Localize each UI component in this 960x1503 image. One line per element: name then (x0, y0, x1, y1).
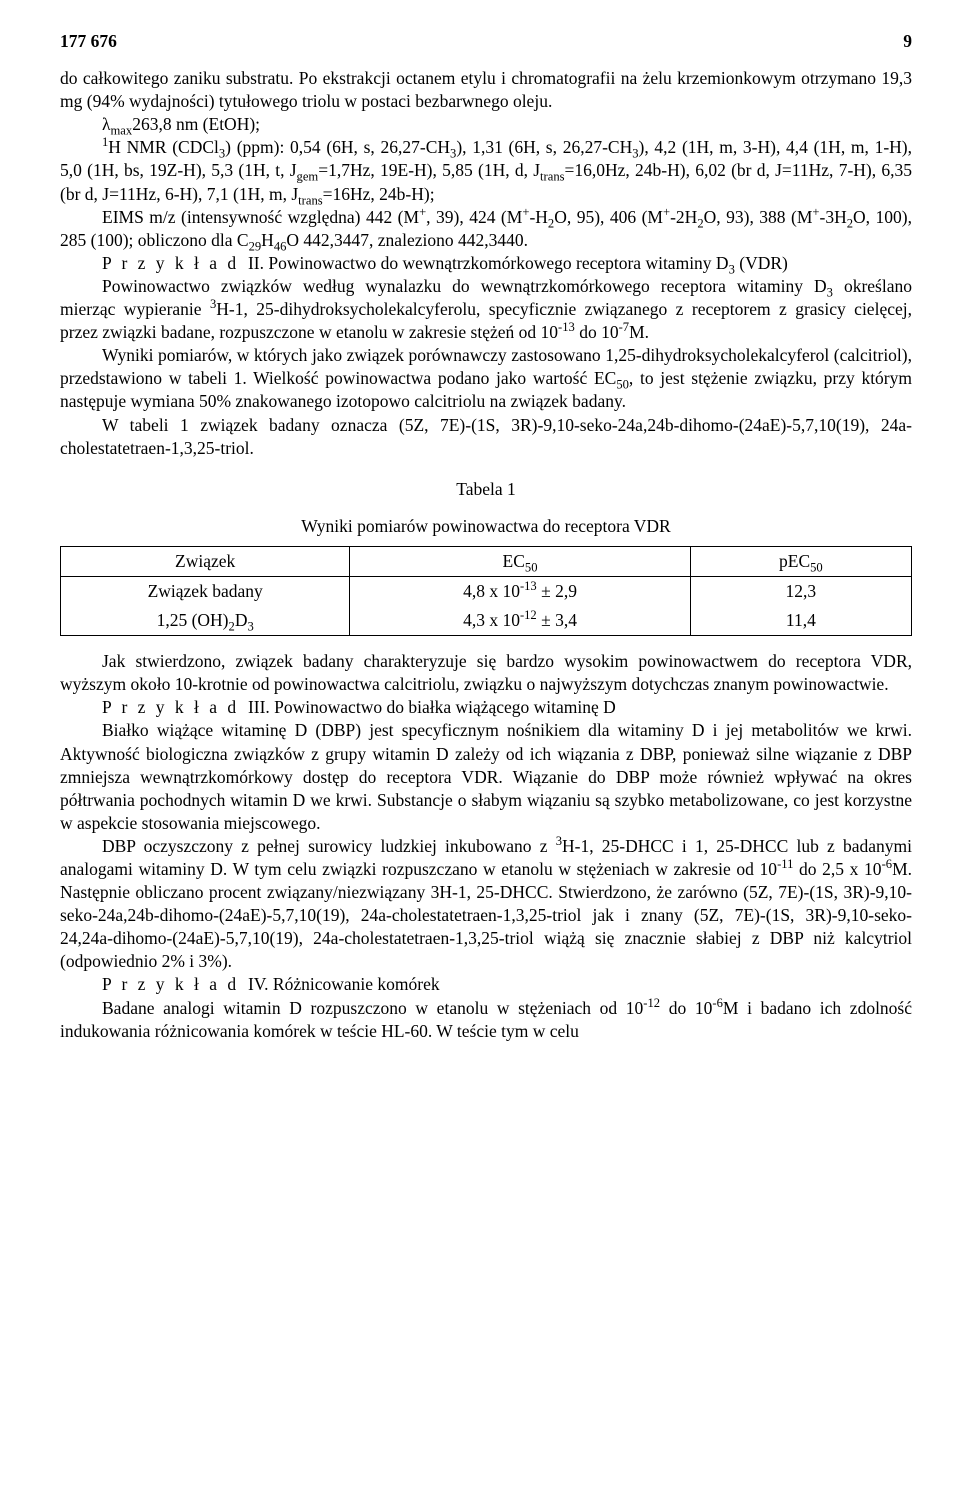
table-row: Związek badany 4,8 x 10-13 ± 2,9 12,3 (61, 576, 912, 606)
table-header-row: Związek EC50 pEC50 (61, 546, 912, 576)
paragraph-lambda: λmax263,8 nm (EtOH); (60, 113, 912, 136)
table-cell: 4,8 x 10-13 ± 2,9 (350, 576, 690, 606)
doc-number: 177 676 (60, 30, 117, 53)
table-header: EC50 (350, 546, 690, 576)
page-header: 177 676 9 (60, 30, 912, 53)
example-4-heading: P r z y k ł a d IV. Różnicowanie komórek (60, 973, 912, 996)
table-caption: Tabela 1 (60, 478, 912, 501)
table-cell: 1,25 (OH)2D3 (61, 606, 350, 636)
table-cell: Związek badany (61, 576, 350, 606)
vdr-results-table: Związek EC50 pEC50 Związek badany 4,8 x … (60, 546, 912, 636)
table-header: Związek (61, 546, 350, 576)
table-header: pEC50 (690, 546, 911, 576)
paragraph-eims: EIMS m/z (intensywność względna) 442 (M+… (60, 206, 912, 252)
table-cell: 12,3 (690, 576, 911, 606)
paragraph-7: Wyniki pomiarów, w których jako związek … (60, 344, 912, 413)
paragraph-14: Badane analogi witamin D rozpuszczono w … (60, 997, 912, 1043)
paragraph-12: DBP oczyszczony z pełnej surowicy ludzki… (60, 835, 912, 974)
paragraph-8: W tabeli 1 związek badany oznacza (5Z, 7… (60, 414, 912, 460)
table-row: 1,25 (OH)2D3 4,3 x 10-12 ± 3,4 11,4 (61, 606, 912, 636)
paragraph-9: Jak stwierdzono, związek badany charakte… (60, 650, 912, 696)
example-2-heading: P r z y k ł a d II. Powinowactwo do wewn… (60, 252, 912, 275)
table-subcaption: Wyniki pomiarów powinowactwa do receptor… (60, 515, 912, 538)
paragraph-nmr: 1H NMR (CDCl3) (ppm): 0,54 (6H, s, 26,27… (60, 136, 912, 205)
paragraph-1: do całkowitego zaniku substratu. Po ekst… (60, 67, 912, 113)
paragraph-11: Białko wiążące witaminę D (DBP) jest spe… (60, 719, 912, 834)
example-3-heading: P r z y k ł a d III. Powinowactwo do bia… (60, 696, 912, 719)
paragraph-6: Powinowactwo związków według wynalazku d… (60, 275, 912, 344)
page-number: 9 (903, 30, 912, 53)
table-cell: 4,3 x 10-12 ± 3,4 (350, 606, 690, 636)
table-cell: 11,4 (690, 606, 911, 636)
